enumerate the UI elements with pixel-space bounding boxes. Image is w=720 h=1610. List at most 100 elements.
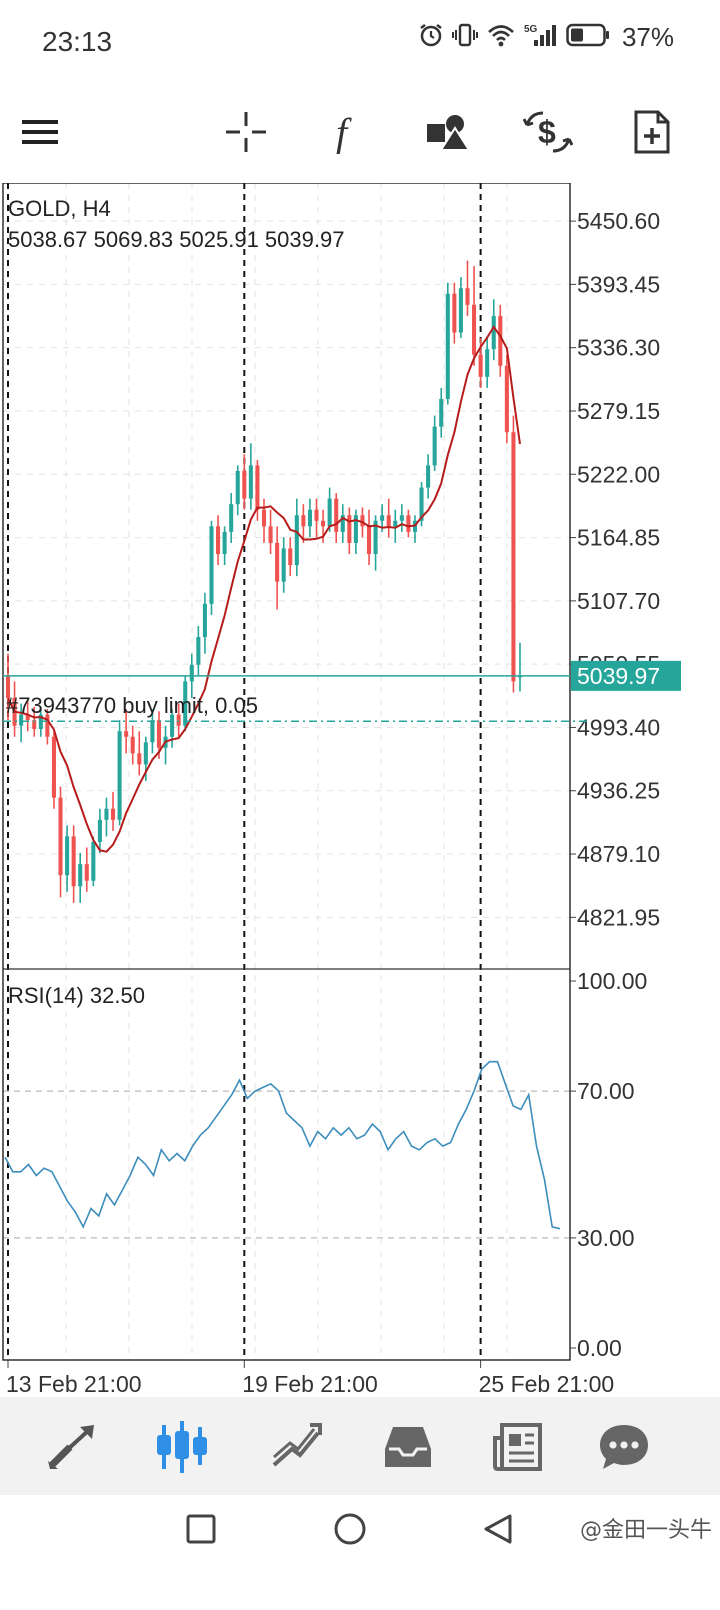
candle-body bbox=[176, 714, 181, 726]
price-tick-label: 4936.25 bbox=[577, 778, 660, 804]
candle-body bbox=[432, 426, 437, 466]
candle-body bbox=[334, 498, 339, 532]
candle-body bbox=[261, 509, 267, 527]
candle-body bbox=[458, 288, 463, 333]
function-f-icon[interactable]: f bbox=[322, 106, 374, 158]
candle-body bbox=[288, 548, 293, 566]
vibrate-icon bbox=[451, 22, 478, 53]
candle-body bbox=[78, 864, 83, 887]
new-document-icon[interactable] bbox=[626, 106, 678, 158]
time-tick-label: 13 Feb 21:00 bbox=[6, 1371, 142, 1397]
network-badge: 5G bbox=[524, 24, 538, 35]
chart-area[interactable]: 5450.60 5393.45 5336.30 5279.15 5222.00 5164.… bbox=[0, 183, 720, 1397]
candle-body bbox=[373, 520, 378, 555]
candle-body bbox=[170, 714, 175, 737]
candle-body bbox=[268, 526, 273, 543]
candle-body bbox=[380, 515, 385, 521]
watermark-text: @金田一头牛 bbox=[579, 1518, 712, 1543]
candle-body bbox=[156, 720, 162, 748]
wifi-icon bbox=[486, 22, 516, 53]
rsi-label: RSI(14) 32.50 bbox=[8, 983, 145, 1008]
home-circle-icon[interactable] bbox=[333, 1512, 367, 1551]
candle-body bbox=[97, 819, 102, 842]
candle-body bbox=[255, 465, 260, 510]
rsi-series bbox=[3, 1060, 570, 1239]
candle-body bbox=[399, 515, 404, 521]
back-triangle-icon[interactable] bbox=[482, 1513, 514, 1550]
candle-body bbox=[301, 515, 306, 527]
status-time: 23:13 bbox=[42, 26, 113, 57]
candle-body bbox=[58, 797, 63, 876]
candle-body bbox=[511, 432, 516, 682]
time-tick-label: 25 Feb 21:00 bbox=[479, 1371, 615, 1397]
period-separators bbox=[7, 183, 482, 1360]
price-tick-label: 5450.60 bbox=[577, 208, 660, 234]
chat-bubble-icon[interactable] bbox=[594, 1419, 654, 1475]
candle-body bbox=[104, 808, 109, 820]
recent-apps-square-icon[interactable] bbox=[185, 1513, 217, 1550]
candle-body bbox=[19, 714, 24, 726]
candle-body bbox=[124, 731, 129, 737]
system-navigation-bar bbox=[0, 1495, 720, 1610]
dollar-swap-icon[interactable]: $ bbox=[522, 106, 574, 158]
svg-text:$: $ bbox=[538, 114, 556, 150]
chart-frame bbox=[2, 183, 571, 1361]
candle-body bbox=[445, 293, 450, 399]
candle-body bbox=[91, 841, 96, 881]
trade-lines-icon[interactable] bbox=[266, 1419, 326, 1475]
candle-body bbox=[452, 293, 457, 333]
pending-order-label: #73943770 buy limit, 0.05 bbox=[6, 693, 258, 718]
candle-body bbox=[202, 603, 207, 638]
current-price-tag bbox=[571, 660, 681, 691]
candle-body bbox=[216, 526, 221, 555]
moving-average-line bbox=[7, 325, 521, 853]
candle-body bbox=[189, 664, 194, 682]
price-tick-label: 4879.10 bbox=[577, 841, 660, 867]
price-tick-label: 5107.70 bbox=[577, 588, 660, 614]
candle-body bbox=[485, 349, 490, 377]
price-tick-label: 4993.40 bbox=[577, 714, 660, 740]
crosshair-icon[interactable] bbox=[220, 106, 272, 158]
rsi-tick-label: 70.00 bbox=[577, 1078, 635, 1104]
grid-lines bbox=[3, 183, 570, 1360]
shapes-icon[interactable] bbox=[422, 106, 474, 158]
price-tick-label: 5164.85 bbox=[577, 525, 660, 551]
candle-body bbox=[465, 288, 470, 305]
chart-toolbar: f $ bbox=[0, 84, 720, 184]
candle-body bbox=[248, 465, 253, 499]
candle-body bbox=[478, 354, 483, 377]
rsi-tick-label: 100.00 bbox=[577, 968, 647, 994]
price-tick-label: 4821.95 bbox=[577, 904, 660, 930]
alarm-icon bbox=[418, 22, 444, 53]
hamburger-menu-icon[interactable] bbox=[14, 106, 66, 158]
ma-polyline bbox=[7, 325, 521, 853]
candle-body bbox=[275, 542, 280, 582]
rsi-tick-label: 30.00 bbox=[577, 1225, 635, 1251]
candle-body bbox=[294, 515, 299, 566]
candle-body bbox=[5, 675, 11, 698]
price-tick-label: 5336.30 bbox=[577, 335, 660, 361]
rsi-polyline bbox=[4, 1060, 561, 1230]
quotes-arrows-icon[interactable] bbox=[42, 1419, 102, 1475]
battery-percent: 37% bbox=[621, 22, 674, 52]
time-tick-label: 19 Feb 21:00 bbox=[242, 1371, 378, 1397]
candle-body bbox=[71, 836, 76, 887]
candle-body bbox=[196, 637, 201, 665]
candle-body bbox=[45, 714, 50, 737]
candle-body bbox=[327, 498, 332, 527]
candle-body bbox=[281, 548, 286, 582]
price-axis: 5450.60 5393.45 5336.30 5279.15 5222.00 5164.… bbox=[6, 208, 660, 1397]
candle-body bbox=[110, 808, 116, 820]
status-icons: 5G 37% bbox=[418, 22, 674, 53]
news-icon[interactable] bbox=[488, 1419, 548, 1475]
candle-body bbox=[366, 526, 372, 555]
candles-icon[interactable] bbox=[152, 1419, 212, 1475]
candle-body bbox=[25, 714, 30, 721]
inbox-icon[interactable] bbox=[378, 1419, 438, 1475]
candle-body bbox=[143, 742, 148, 765]
candle-body bbox=[314, 509, 319, 521]
candle-body bbox=[130, 736, 135, 754]
candle-body bbox=[504, 365, 509, 433]
ohlc-values: 5038.67 5069.83 5025.91 5039.97 bbox=[8, 227, 344, 252]
candle-body bbox=[472, 304, 477, 355]
